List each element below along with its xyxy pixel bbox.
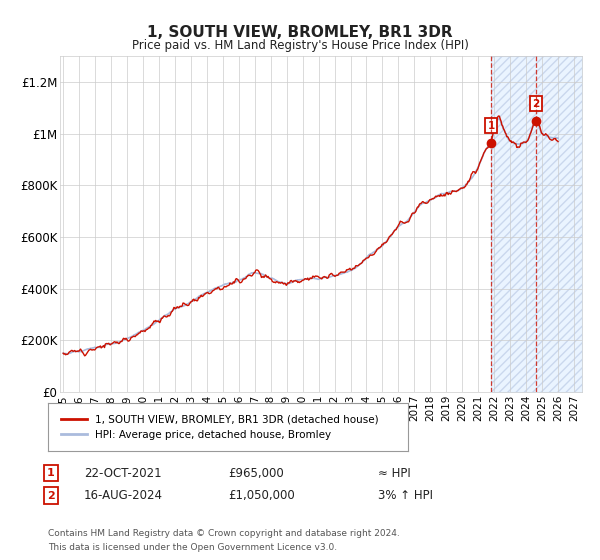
Text: This data is licensed under the Open Government Licence v3.0.: This data is licensed under the Open Gov…	[48, 543, 337, 552]
Text: ≈ HPI: ≈ HPI	[378, 466, 411, 480]
Text: Contains HM Land Registry data © Crown copyright and database right 2024.: Contains HM Land Registry data © Crown c…	[48, 529, 400, 538]
Legend: 1, SOUTH VIEW, BROMLEY, BR1 3DR (detached house), HPI: Average price, detached h: 1, SOUTH VIEW, BROMLEY, BR1 3DR (detache…	[57, 410, 383, 444]
Text: 1: 1	[487, 121, 494, 131]
Text: 3% ↑ HPI: 3% ↑ HPI	[378, 489, 433, 502]
Text: 22-OCT-2021: 22-OCT-2021	[84, 466, 161, 480]
Text: 1: 1	[47, 468, 55, 478]
Text: £965,000: £965,000	[228, 466, 284, 480]
Text: £1,050,000: £1,050,000	[228, 489, 295, 502]
Text: 2: 2	[532, 99, 539, 109]
Text: 16-AUG-2024: 16-AUG-2024	[84, 489, 163, 502]
Text: Price paid vs. HM Land Registry's House Price Index (HPI): Price paid vs. HM Land Registry's House …	[131, 39, 469, 52]
Text: 2: 2	[47, 491, 55, 501]
Text: 1, SOUTH VIEW, BROMLEY, BR1 3DR: 1, SOUTH VIEW, BROMLEY, BR1 3DR	[147, 25, 453, 40]
